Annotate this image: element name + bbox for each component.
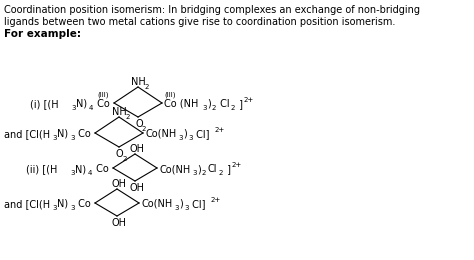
Text: and [Cl(H: and [Cl(H: [4, 199, 50, 209]
Text: 3: 3: [70, 170, 74, 176]
Text: For example:: For example:: [4, 29, 81, 39]
Text: (ii) [(H: (ii) [(H: [26, 164, 57, 174]
Text: 2+: 2+: [211, 197, 221, 203]
Text: 3: 3: [192, 170, 197, 176]
Text: N): N): [57, 199, 68, 209]
Text: 3: 3: [188, 135, 192, 141]
Text: 2: 2: [231, 105, 236, 111]
Text: 3: 3: [52, 135, 56, 141]
Text: Co: Co: [93, 164, 109, 174]
Text: OH: OH: [129, 183, 144, 193]
Text: Cl: Cl: [217, 99, 229, 109]
Text: 2: 2: [123, 156, 128, 162]
Text: 3: 3: [52, 205, 56, 211]
Text: NH: NH: [131, 77, 146, 87]
Text: and [Cl(H: and [Cl(H: [4, 129, 50, 139]
Text: 3: 3: [184, 205, 189, 211]
Text: 3: 3: [178, 135, 182, 141]
Text: 3: 3: [202, 105, 207, 111]
Text: 2: 2: [126, 114, 130, 120]
Text: (III): (III): [97, 92, 109, 99]
Text: (III): (III): [164, 92, 175, 99]
Text: 2: 2: [212, 105, 216, 111]
Text: 2: 2: [145, 84, 149, 90]
Text: ]: ]: [236, 99, 243, 109]
Text: Coordination position isomerism: In bridging complexes an exchange of non-bridgi: Coordination position isomerism: In brid…: [4, 5, 420, 15]
Text: 2+: 2+: [244, 97, 254, 103]
Text: OH: OH: [111, 179, 126, 189]
Text: ): ): [183, 129, 187, 139]
Text: OH: OH: [111, 218, 126, 228]
Text: ): ): [197, 164, 201, 174]
Text: N): N): [76, 99, 87, 109]
Text: 2+: 2+: [232, 162, 242, 168]
Text: 3: 3: [71, 105, 75, 111]
Text: 3: 3: [174, 205, 179, 211]
Text: 2: 2: [142, 126, 146, 132]
Text: ): ): [207, 99, 211, 109]
Text: Cl]: Cl]: [193, 129, 210, 139]
Text: Cl: Cl: [207, 164, 217, 174]
Text: 2+: 2+: [215, 127, 225, 133]
Text: OH: OH: [129, 144, 144, 154]
Text: Co: Co: [75, 199, 91, 209]
Text: (i) [(H: (i) [(H: [30, 99, 59, 109]
Text: O: O: [135, 119, 143, 129]
Text: Co(NH: Co(NH: [141, 199, 172, 209]
Text: Co (NH: Co (NH: [164, 99, 199, 109]
Text: Co: Co: [75, 129, 91, 139]
Text: NH: NH: [112, 107, 127, 117]
Text: Co(NH: Co(NH: [159, 164, 190, 174]
Text: 3: 3: [70, 135, 74, 141]
Text: 2: 2: [202, 170, 206, 176]
Text: ligands between two metal cations give rise to coordination position isomerism.: ligands between two metal cations give r…: [4, 17, 395, 27]
Text: ]: ]: [224, 164, 231, 174]
Text: ): ): [179, 199, 183, 209]
Text: N): N): [75, 164, 86, 174]
Text: N): N): [57, 129, 68, 139]
Text: 3: 3: [70, 205, 74, 211]
Text: 4: 4: [89, 105, 93, 111]
Text: Co: Co: [94, 99, 110, 109]
Text: Cl]: Cl]: [189, 199, 206, 209]
Text: 2: 2: [219, 170, 223, 176]
Text: O: O: [116, 149, 124, 159]
Text: 4: 4: [88, 170, 92, 176]
Text: Co(NH: Co(NH: [145, 129, 176, 139]
